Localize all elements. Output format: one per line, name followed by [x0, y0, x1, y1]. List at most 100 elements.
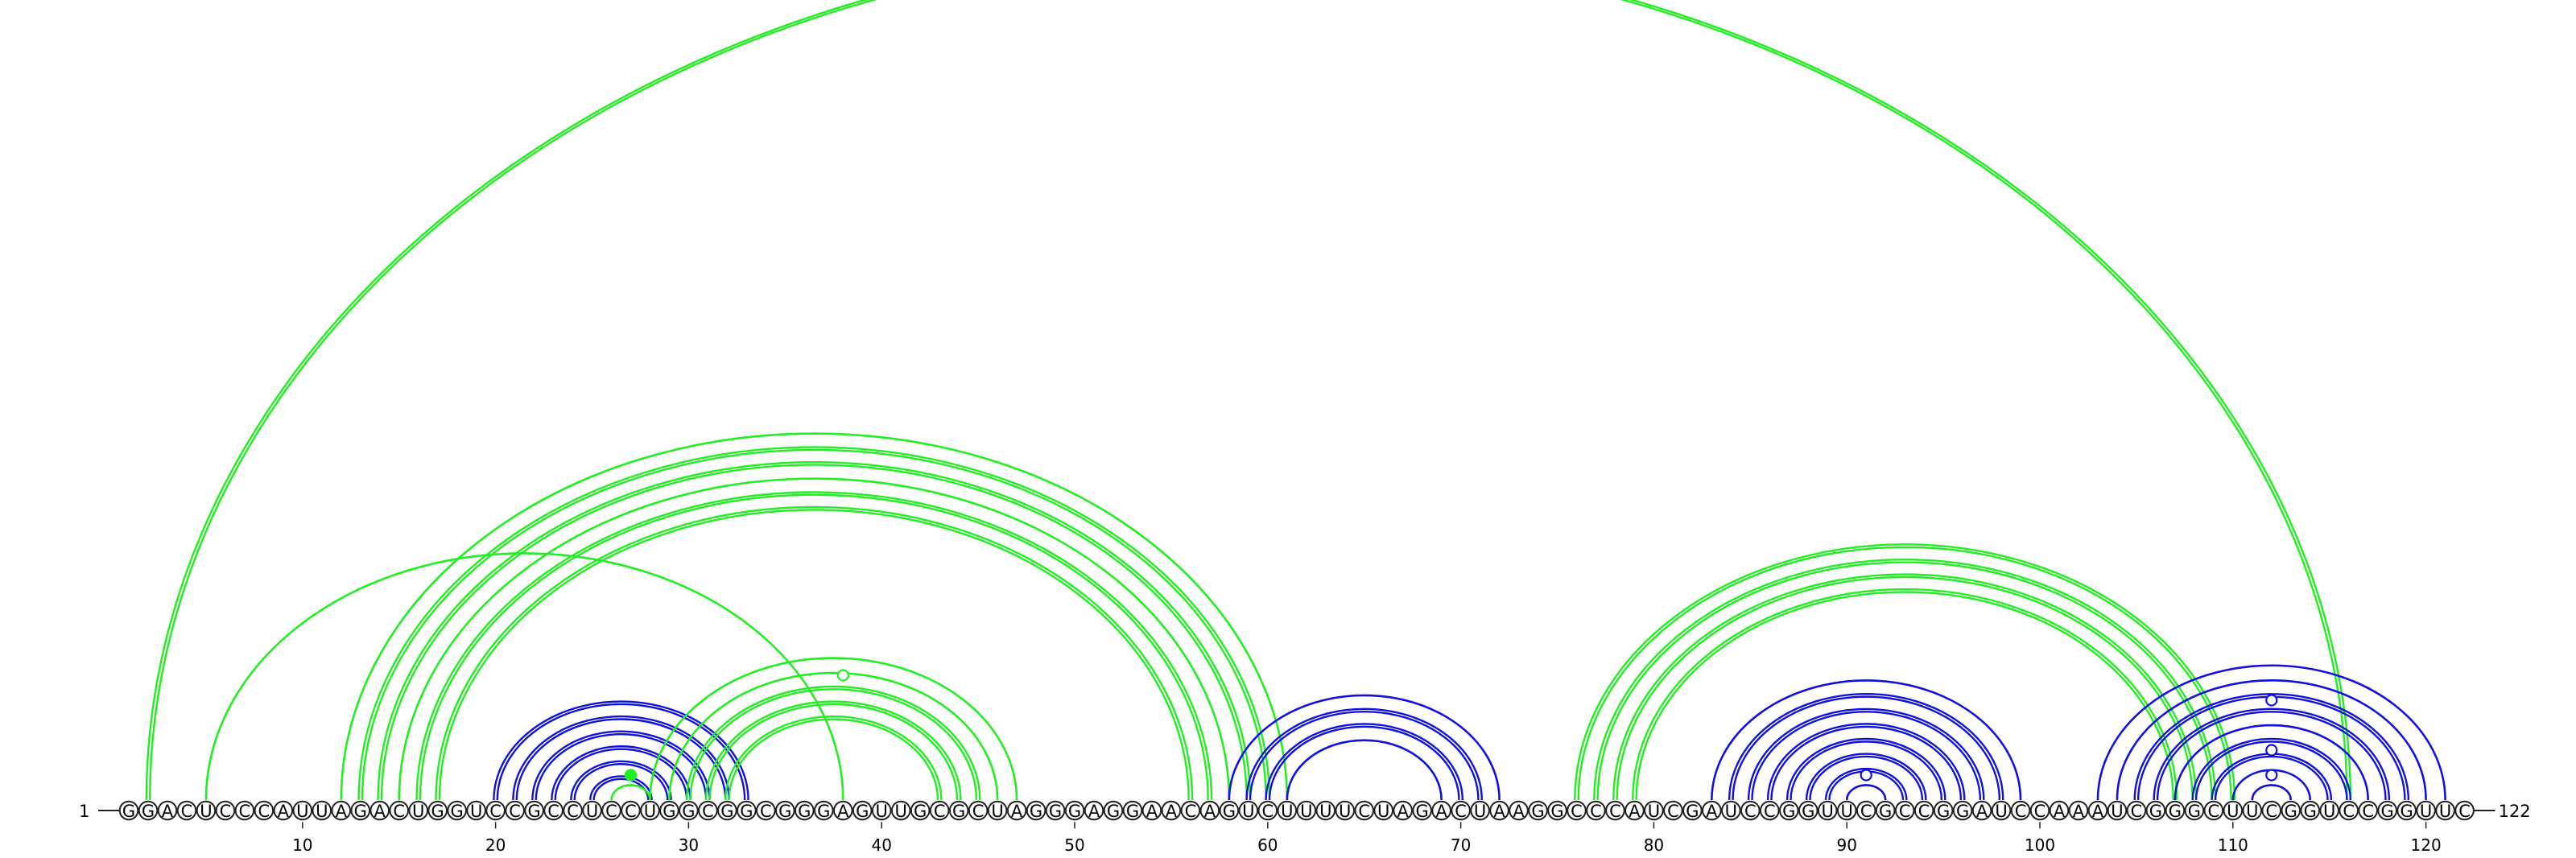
nucleotide-letter: G	[1550, 802, 1563, 821]
nucleotide-122: C	[2454, 800, 2475, 821]
nucleotide-circle	[1026, 800, 1046, 821]
nucleotide-letter: G	[1531, 802, 1544, 821]
nucleotide-circle	[2300, 800, 2321, 821]
pair-arc-105-119-line-2	[2133, 693, 2410, 801]
nucleotide-88: G	[1798, 800, 1818, 821]
nucleotide-circle	[890, 800, 911, 821]
nucleotide-circle	[948, 800, 969, 821]
pair-arc-26-28	[610, 784, 651, 801]
arc-marker-2	[836, 669, 849, 682]
nucleotide-104: U	[2107, 800, 2128, 821]
sequence-start-label: 1	[79, 802, 89, 821]
nucleotide-letter: U	[586, 802, 598, 821]
nucleotide-42: G	[910, 800, 931, 821]
pair-arc-30-45-line-2	[686, 685, 981, 801]
nucleotide-letter: C	[1185, 802, 1197, 821]
nucleotide-32: G	[717, 800, 737, 821]
nucleotide-letter: G	[1782, 802, 1795, 821]
nucleotide-letter: C	[972, 802, 985, 821]
nucleotide-circle	[1161, 800, 1182, 821]
markers-layer	[624, 669, 2278, 782]
nucleotide-circle	[2203, 800, 2224, 821]
nucleotide-81: C	[1663, 800, 1683, 821]
nucleotide-10: U	[292, 800, 313, 821]
nucleotide-50: G	[1064, 800, 1085, 821]
nucleotide-letter: A	[278, 802, 290, 821]
pair-arc-25-28-line-2	[589, 775, 653, 801]
nucleotide-19: U	[466, 800, 486, 821]
nucleotide-circle	[1760, 800, 1780, 821]
nucleotide-letter: U	[200, 802, 212, 821]
nucleotide-46: U	[987, 800, 1008, 821]
pair-arc-60-70-line-2	[1265, 723, 1464, 801]
pair-arc-28-47	[649, 657, 1018, 801]
nucleotide-letter: C	[489, 802, 502, 821]
nucleotide-63: U	[1315, 800, 1336, 821]
pair-arc-20-33-line-1	[496, 703, 746, 801]
tick-label-60: 60	[1257, 835, 1278, 855]
nucleotide-circle	[2377, 800, 2397, 821]
nucleotide-letter: U	[2111, 802, 2123, 821]
nucleotide-letter: C	[2265, 802, 2277, 821]
nucleotide-106: G	[2145, 800, 2166, 821]
nucleotide-65: C	[1354, 800, 1375, 821]
nucleotide-44: G	[948, 800, 969, 821]
nucleotide-letter: G	[1416, 802, 1429, 821]
nucleotide-circle	[1006, 800, 1027, 821]
nucleotide-circle	[1354, 800, 1375, 821]
nucleotide-53: G	[1122, 800, 1143, 821]
pair-arc-14-59-line-2	[377, 460, 1252, 801]
nucleotide-letter: G	[682, 802, 695, 821]
nucleotide-18: G	[447, 800, 467, 821]
nucleotide-26: C	[601, 800, 621, 821]
nucleotide-105: C	[2126, 800, 2147, 821]
tick-label-40: 40	[871, 835, 891, 855]
nucleotide-letter: G	[914, 802, 927, 821]
nucleotide-circle	[1547, 800, 1567, 821]
nucleotide-letter: G	[1937, 802, 1950, 821]
nucleotide-circle	[1103, 800, 1124, 821]
nucleotide-circle	[987, 800, 1008, 821]
pair-arc-59-71-line-2	[1245, 707, 1483, 801]
pair-arc-90-92	[1845, 784, 1887, 801]
nucleotide-letter: G	[527, 802, 540, 821]
nucleotide-64: U	[1335, 800, 1356, 821]
nucleotide-circle	[1567, 800, 1587, 821]
nucleotide-85: C	[1740, 800, 1761, 821]
nucleotide-letter: G	[1107, 802, 1120, 821]
nucleotide-circle	[601, 800, 621, 821]
nucleotide-circle	[505, 800, 525, 821]
nucleotide-25: U	[582, 800, 602, 821]
nucleotide-circle	[852, 800, 873, 821]
nucleotide-circle	[1045, 800, 1066, 821]
pair-arc-104-120	[2116, 679, 2427, 801]
pair-arc-106-118-line-1	[2156, 711, 2387, 801]
nucleotide-circle	[1509, 800, 1529, 821]
nucleotide-70: C	[1451, 800, 1471, 821]
nucleotide-59: U	[1238, 800, 1259, 821]
nucleotide-4: C	[176, 800, 197, 821]
pair-arc-85-97-line-1	[1751, 711, 1982, 801]
pair-arc-16-57-line-2	[415, 491, 1213, 801]
nucleotide-111: U	[2242, 800, 2263, 821]
nucleotide-letter: G	[720, 802, 733, 821]
nucleotide-circle	[292, 800, 313, 821]
pair-arc-31-44-line-1	[708, 703, 959, 801]
nucleotide-letter: G	[1879, 802, 1892, 821]
nucleotide-letter: C	[1899, 802, 1911, 821]
nucleotide-letter: A	[1706, 802, 1718, 821]
nucleotide-circle	[679, 800, 699, 821]
nucleotide-circle	[1836, 800, 1857, 821]
nucleotide-2: G	[138, 800, 159, 821]
pair-arc-78-108-line-1	[1616, 575, 2194, 801]
nucleotide-circle	[524, 800, 544, 821]
nucleotide-letter: C	[934, 802, 946, 821]
pair-arc-15-58	[398, 477, 1231, 801]
nucleotide-letter: U	[876, 802, 888, 821]
nucleotide-letter: G	[1802, 802, 1814, 821]
nucleotide-circle	[1373, 800, 1393, 821]
nucleotide-86: C	[1760, 800, 1780, 821]
pair-arc-88-94-line-2	[1805, 753, 1927, 801]
nucleotide-76: C	[1567, 800, 1587, 821]
ends-layer: 1 122	[79, 802, 2531, 821]
